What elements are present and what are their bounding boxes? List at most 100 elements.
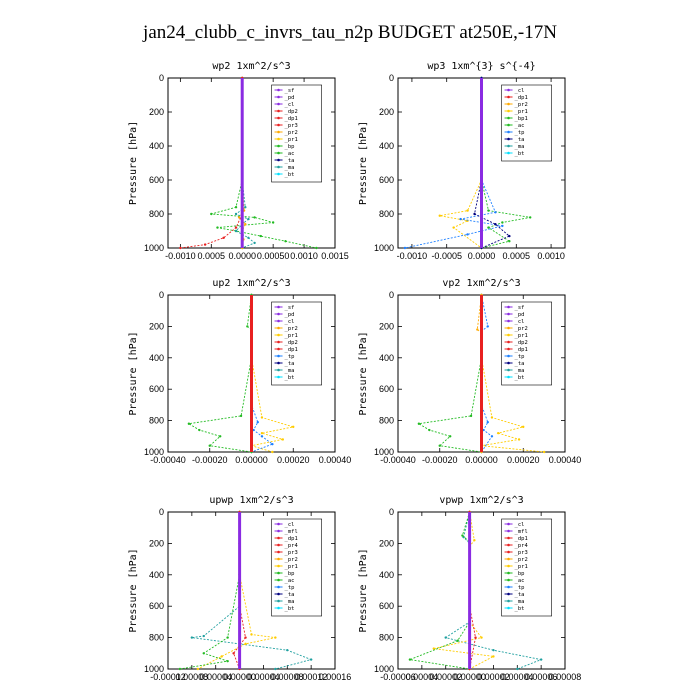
legend-label: _pr1 (515, 333, 528, 339)
legend-label: _ac (285, 578, 295, 584)
legend-marker (277, 88, 280, 92)
legend-label: _pr3 (285, 550, 298, 556)
legend-marker (507, 606, 510, 610)
series-line-tp (404, 78, 503, 249)
panel-title: up2 1xm^2/s^3 (212, 278, 290, 289)
data-point-pr1 (466, 209, 469, 212)
data-point-pr1 (196, 667, 200, 671)
x-tick-label: 0.00002 (429, 672, 462, 682)
legend-label: _pr2 (515, 326, 528, 332)
legend-marker (507, 550, 510, 554)
legend-label: _ma (285, 165, 295, 171)
x-tick-label: 0.0000 (228, 251, 256, 261)
x-tick-label: 0.00006 (525, 672, 558, 682)
x-tick-label: 0.00040 (549, 455, 582, 465)
legend-marker (277, 564, 280, 568)
legend-label: _tp (285, 585, 295, 591)
legend-label: _ma (515, 599, 525, 605)
data-point-ma (516, 667, 519, 671)
legend-label: _dp1 (285, 347, 298, 353)
legend-marker (277, 529, 280, 533)
legend-marker (277, 375, 280, 379)
x-tick-label: -0.00006 (380, 672, 416, 682)
data-point-bp (271, 221, 275, 224)
data-point-ma (492, 648, 495, 652)
legend-marker (507, 361, 510, 365)
x-tick-label: -0.00020 (422, 455, 458, 465)
legend-marker (507, 564, 510, 568)
legend-label: _cl (515, 88, 525, 94)
data-point-ma (444, 636, 447, 639)
legend-label: _ta (285, 592, 295, 598)
data-point-ac (529, 216, 532, 219)
data-point-dp2 (234, 226, 238, 229)
x-tick-label: 0.0015 (321, 251, 349, 261)
legend-label: _dp1 (515, 536, 528, 542)
data-point-pr1 (452, 226, 455, 229)
data-point-bp (284, 240, 287, 243)
data-point-pr1 (281, 438, 285, 441)
x-tick-label: 0.00008 (549, 672, 582, 682)
data-point-ma (253, 241, 256, 245)
y-tick-label: 800 (149, 633, 164, 643)
y-tick-label: 1000 (374, 664, 394, 674)
legend-box (271, 518, 322, 617)
x-tick-label: 0.00000 (223, 672, 256, 682)
legend-label: _sf (285, 305, 295, 311)
data-point-dp2 (222, 236, 225, 239)
legend-box (501, 518, 552, 617)
legend-marker (507, 354, 510, 358)
legend-marker (277, 326, 280, 330)
legend-label: _cl (515, 522, 525, 528)
chart-panel-2: up2 1xm^2/s^3 Pressure [hPa] 0 200 400 600 800… (128, 278, 351, 465)
legend-marker (277, 312, 280, 316)
series-line-dp2 (180, 78, 243, 249)
x-tick-label: 0.00000 (453, 672, 486, 682)
data-point-pr1 (497, 431, 500, 435)
data-point-pr1 (244, 642, 247, 646)
data-point-bp (187, 422, 191, 425)
data-point-ma (286, 648, 289, 652)
x-tick-label: 0.0010 (290, 251, 318, 261)
chart-panel-4: upwp 1xm^2/s^3 Pressure [hPa] 0 200 400 600 80… (128, 495, 351, 682)
y-tick-label: 200 (149, 107, 164, 117)
x-tick-label: 0.00008 (176, 672, 209, 682)
legend-marker (277, 102, 280, 106)
data-point-ma (309, 658, 313, 661)
x-tick-label: 0.00008 (271, 672, 304, 682)
legend-label: _pr2 (285, 557, 298, 563)
data-point-bp (178, 667, 182, 671)
series-line-pr1 (439, 78, 482, 249)
data-point-dp1 (232, 652, 235, 655)
data-point-ac (487, 209, 490, 212)
y-axis-label: Pressure [hPa] (128, 331, 139, 415)
legend-marker (507, 312, 510, 316)
legend-label: _mfl (515, 529, 528, 535)
series-line-tp (481, 294, 493, 453)
x-tick-label: 0.0005 (198, 251, 226, 261)
data-point-bp (438, 444, 441, 447)
x-tick-label: -0.00040 (150, 455, 186, 465)
y-tick-label: 600 (149, 601, 164, 611)
data-point-dp2 (179, 246, 182, 250)
legend-marker (507, 529, 510, 533)
legend-marker (507, 578, 510, 582)
panel-title: upwp 1xm^2/s^3 (209, 495, 293, 506)
x-tick-label: 0.00000 (235, 455, 268, 465)
legend-label: _cl (515, 319, 525, 325)
legend-marker (277, 172, 280, 176)
legend-marker (277, 550, 280, 554)
data-point-ta (508, 234, 511, 238)
legend-marker (277, 319, 280, 323)
legend-label: _bp1 (515, 116, 528, 122)
legend-marker (277, 305, 280, 309)
legend-label: _dp2 (285, 340, 298, 346)
data-point-pr2 (237, 216, 241, 219)
legend-label: _tp (515, 585, 525, 591)
legend-label: _pr2 (285, 326, 298, 332)
legend-label: _pd (515, 312, 525, 318)
data-point-tp (494, 211, 497, 214)
legend-marker (507, 95, 510, 99)
legend-label: _ma (515, 144, 525, 150)
data-point-pr1 (271, 450, 274, 454)
